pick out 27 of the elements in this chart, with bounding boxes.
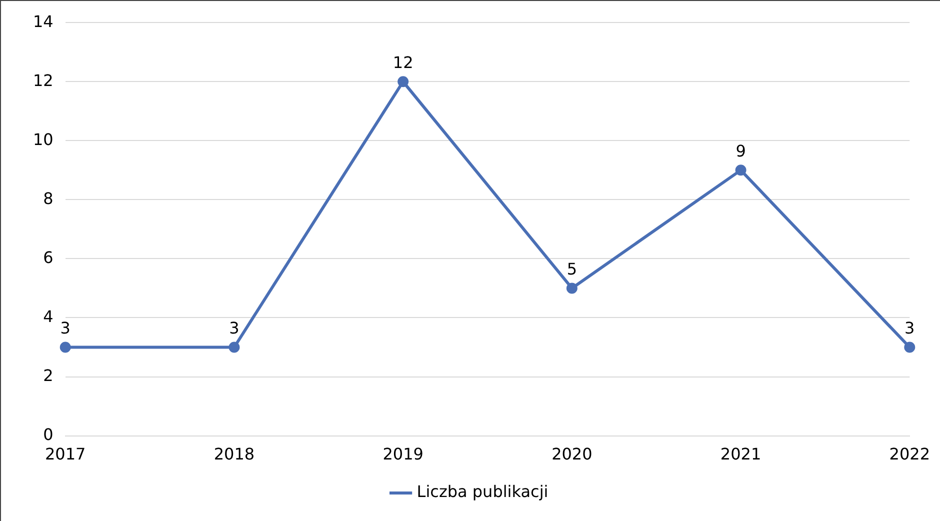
data-label: 9: [736, 141, 746, 160]
x-tick-label: 2019: [382, 444, 424, 464]
y-tick-label: 10: [33, 130, 54, 149]
point: [735, 164, 746, 176]
point: [566, 282, 578, 294]
y-tick-label: 4: [43, 306, 54, 326]
x-tick-label: 2020: [552, 444, 592, 464]
data-label: 3: [229, 318, 240, 338]
y-tick-label: 14: [33, 12, 54, 31]
y-tick-label: 6: [43, 248, 54, 267]
data-label: 12: [392, 52, 414, 72]
data-label: 3: [60, 318, 70, 338]
point: [60, 342, 71, 353]
data-label: 5: [566, 259, 578, 278]
point: [398, 76, 409, 88]
x-tick-label: 2017: [45, 444, 86, 464]
data-label: 3: [904, 318, 915, 338]
y-tick-label: 12: [33, 70, 54, 90]
x-tick-label: 2022: [889, 444, 930, 464]
y-tick-label: 8: [43, 188, 54, 208]
y-tick-label: 2: [43, 366, 54, 385]
x-tick-label: 2018: [214, 444, 255, 464]
legend-label: Liczba publikacji: [416, 482, 548, 502]
y-tick-label: 0: [43, 424, 54, 444]
point: [228, 342, 240, 353]
x-tick-label: 2021: [720, 444, 762, 464]
point: [904, 342, 916, 353]
